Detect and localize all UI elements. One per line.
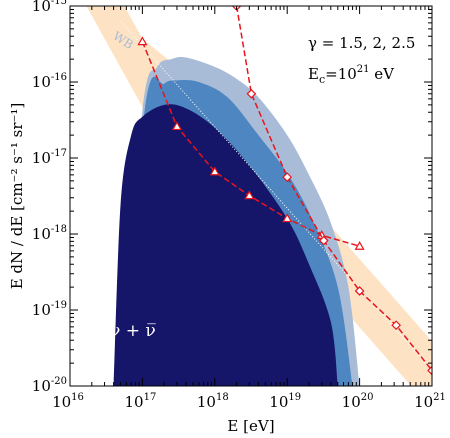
y-tick-label: 10-20	[32, 376, 67, 395]
y-axis-title: E dN / dE [cm⁻² s⁻¹ sr⁻¹]	[8, 103, 26, 290]
y-tick-label: 10-15	[32, 0, 67, 15]
y-tick-label: 10-19	[32, 300, 67, 319]
area-gamma-2-5	[113, 104, 338, 386]
diamond-marker	[282, 172, 293, 182]
y-tick-label: 10-16	[32, 72, 67, 91]
tick-labels: 1016 1017 1018 1019 1020 1021 10-20 10-19 10-18 1…	[32, 0, 446, 411]
ec-annotation: Ec=1021 eV	[308, 64, 395, 86]
diamond-marker	[318, 235, 329, 246]
x-axis-title: E [eV]	[227, 417, 274, 435]
plot-area	[86, 6, 432, 386]
diamond-marker	[354, 286, 365, 296]
x-tick-label: 1019	[269, 392, 301, 411]
x-tick-label: 1018	[197, 392, 229, 411]
y-tick-label: 10-17	[32, 148, 67, 167]
triangle-marker	[354, 241, 365, 250]
diamond-marker	[427, 365, 432, 376]
gamma-annotation: γ = 1.5, 2, 2.5	[308, 34, 415, 52]
x-tick-label: 1020	[342, 392, 374, 411]
x-tick-label: 1017	[124, 392, 156, 411]
triangle-marker	[209, 166, 220, 176]
plot-frame	[69, 5, 433, 387]
triangle-marker	[282, 213, 293, 223]
diamond-marker	[246, 88, 257, 99]
neutrino-label: ν + ν̅	[110, 321, 156, 341]
flux-areas	[113, 56, 360, 386]
triangle-marker	[171, 121, 182, 131]
diamond-marker	[391, 320, 402, 331]
x-tick-label: 1021	[414, 392, 446, 411]
y-tick-label: 10-18	[32, 224, 67, 243]
triangle-marker	[137, 36, 148, 46]
triangle-marker	[244, 190, 255, 200]
x-tick-label: 1016	[52, 392, 84, 411]
axis-ticks	[69, 5, 433, 387]
